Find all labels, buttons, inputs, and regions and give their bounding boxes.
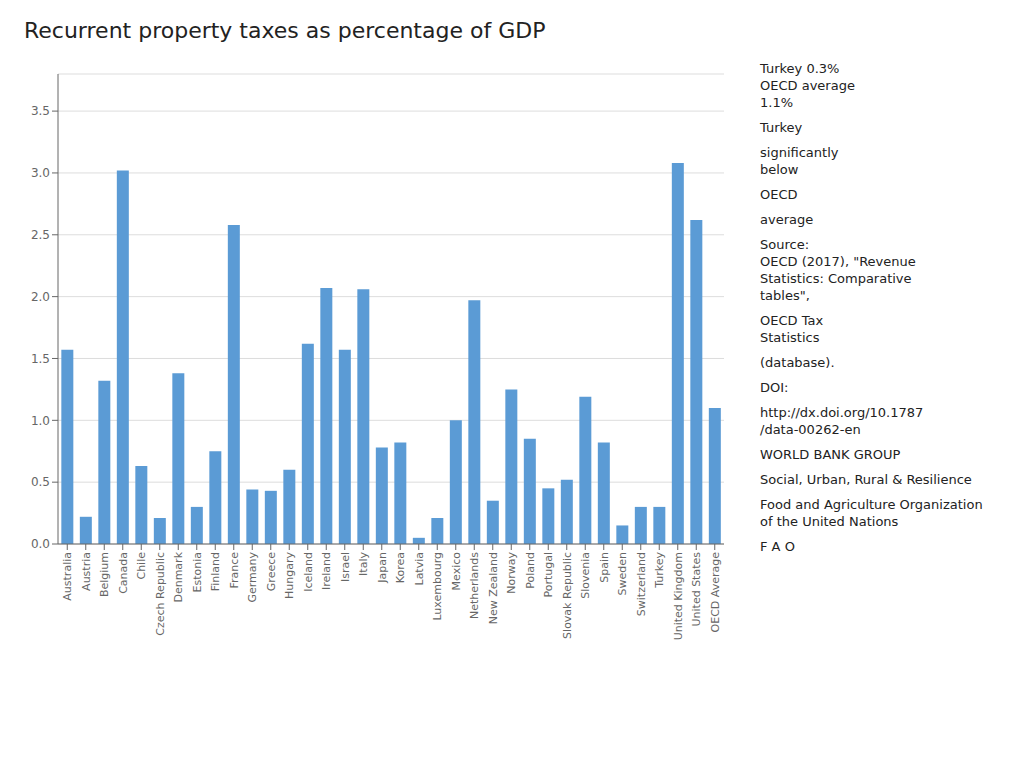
svg-text:Ireland: Ireland — [320, 552, 333, 590]
html-text:average: average — [760, 212, 814, 227]
svg-text:Canada: Canada — [117, 552, 130, 594]
svg-text:Finland: Finland — [209, 552, 222, 591]
svg-text:Slovak Republic: Slovak Republic — [561, 552, 574, 639]
svg-text:Portugal: Portugal — [542, 552, 555, 598]
svg-text:1.0: 1.0 — [31, 414, 50, 428]
html-text:WORLD BANK GROUP: WORLD BANK GROUP — [760, 447, 901, 462]
svg-text:United Kingdom: United Kingdom — [672, 552, 685, 640]
html-text:Recurrent property taxes as pe: Recurrent property taxes as percentage o… — [24, 18, 546, 43]
svg-text:Chile: Chile — [135, 552, 148, 580]
svg-text:Mexico: Mexico — [450, 552, 463, 591]
svg-text:Iceland: Iceland — [302, 552, 315, 592]
html-text:significantly below: significantly below — [760, 145, 839, 177]
svg-text:Switzerland: Switzerland — [635, 552, 648, 616]
html-text:OECD: OECD — [760, 187, 798, 202]
svg-text:Denmark: Denmark — [172, 551, 185, 602]
html-text:(database).: (database). — [760, 355, 835, 370]
svg-text:Poland: Poland — [524, 552, 537, 589]
svg-text:0.0: 0.0 — [31, 537, 50, 551]
svg-text:France: France — [228, 552, 241, 589]
svg-text:Greece: Greece — [265, 552, 278, 591]
svg-text:Belgium: Belgium — [98, 552, 111, 597]
svg-text:Luxembourg: Luxembourg — [431, 552, 444, 621]
svg-text:Norway: Norway — [505, 552, 518, 594]
svg-text:OECD Average: OECD Average — [709, 552, 722, 633]
svg-text:Sweden: Sweden — [616, 552, 629, 595]
svg-text:Australia: Australia — [61, 552, 74, 601]
svg-text:Germany: Germany — [246, 552, 259, 603]
html-text:F A O: F A O — [760, 539, 795, 554]
svg-text:Spain: Spain — [598, 552, 611, 583]
html-text:Social, Urban, Rural & Resilie: Social, Urban, Rural & Resilience — [760, 472, 972, 487]
svg-text:United States: United States — [690, 552, 703, 627]
svg-text:2.0: 2.0 — [31, 290, 50, 304]
svg-text:Korea: Korea — [394, 552, 407, 583]
svg-text:0.5: 0.5 — [31, 475, 50, 489]
html-text:Food and Agriculture Organizat: Food and Agriculture Organization of the… — [760, 497, 983, 529]
svg-text:Israel: Israel — [339, 552, 352, 582]
svg-text:2.5: 2.5 — [31, 228, 50, 242]
html-text:http://dx.doi.org/10.1787 /dat: http://dx.doi.org/10.1787 /data-00262-en — [760, 405, 924, 437]
html-text:OECD Tax Statistics: OECD Tax Statistics — [760, 313, 824, 345]
svg-text:3.5: 3.5 — [31, 104, 50, 118]
svg-text:3.0: 3.0 — [31, 166, 50, 180]
svg-text:Latvia: Latvia — [413, 552, 426, 586]
svg-text:Japan: Japan — [376, 552, 389, 584]
svg-text:Austria: Austria — [80, 552, 93, 591]
html-text:Turkey: Turkey — [760, 120, 803, 135]
svg-text:Turkey: Turkey — [653, 552, 666, 589]
svg-text:Estonia: Estonia — [191, 552, 204, 593]
svg-text:Czech Republic: Czech Republic — [154, 552, 167, 636]
svg-text:1.5: 1.5 — [31, 352, 50, 366]
html-text:Source: OECD (2017), "Revenue: Source: OECD (2017), "Revenue Statistics… — [760, 237, 916, 303]
svg-text:Netherlands: Netherlands — [468, 552, 481, 619]
svg-text:Hungary: Hungary — [283, 552, 296, 599]
html-text:DOI:: DOI: — [760, 380, 789, 395]
svg-text:Slovenia: Slovenia — [579, 552, 592, 599]
svg-text:New Zealand: New Zealand — [487, 552, 500, 624]
svg-text:Italy: Italy — [357, 552, 370, 576]
html-text:Turkey 0.3% OECD average 1.1%: Turkey 0.3% OECD average 1.1% — [760, 61, 855, 110]
